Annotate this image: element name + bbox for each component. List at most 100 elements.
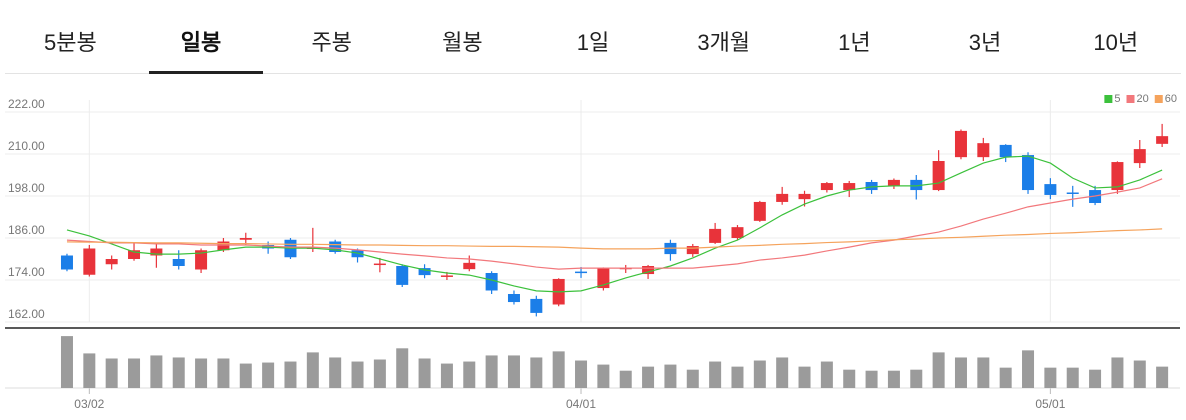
volume-bar [1089, 369, 1102, 388]
volume-bar [552, 351, 565, 388]
volume-bar [128, 358, 141, 388]
volume-bar [910, 369, 923, 388]
candle-body [798, 193, 811, 200]
candle-body [1066, 192, 1079, 194]
candle-body [373, 263, 386, 266]
volume-bar [284, 361, 297, 388]
candle-body [776, 193, 789, 202]
candle-body [1044, 184, 1057, 195]
candle-body [932, 161, 945, 191]
volume-bar [776, 357, 789, 388]
volume-bar [306, 352, 319, 388]
period-tab[interactable]: 1년 [838, 30, 871, 55]
ma-line [66, 178, 1163, 270]
period-tab[interactable]: 5분봉 [43, 30, 97, 55]
volume-bar [932, 352, 945, 388]
candle-body [530, 298, 543, 313]
candle-body [463, 262, 476, 270]
x-tick-label: 03/02 [74, 397, 104, 411]
candle-body [686, 246, 699, 255]
period-tab[interactable]: 월봉 [442, 30, 483, 55]
volume-bar [977, 357, 990, 388]
candle-body [999, 144, 1012, 158]
period-tab[interactable]: 1일 [576, 30, 610, 55]
volume-bar [887, 370, 900, 388]
volume-bar [329, 357, 342, 388]
period-tab[interactable]: 일봉 [136, 0, 267, 74]
candle-body [329, 241, 342, 252]
volume-bar [1111, 357, 1124, 388]
ma-line [66, 228, 1163, 250]
candle-body [642, 266, 655, 275]
candle-body [440, 275, 453, 277]
y-tick-label: 174.00 [8, 265, 45, 279]
volume-bar [1133, 360, 1146, 388]
candle-body [977, 143, 990, 158]
candle-body [128, 250, 141, 259]
x-tick-label: 05/01 [1035, 397, 1065, 411]
legend-label: 60 [1165, 93, 1177, 105]
candle-body [709, 228, 722, 243]
candle-body [195, 250, 208, 270]
volume-bar [150, 355, 163, 388]
volume-bar [351, 361, 364, 388]
volume-bar [999, 367, 1012, 388]
candle-body [843, 183, 856, 191]
period-tab[interactable]: 3년 [968, 30, 1002, 55]
volume-bar [440, 363, 453, 388]
candle-body [575, 271, 588, 274]
volume-bar [373, 359, 386, 388]
candle-body [239, 238, 252, 240]
volume-bar [105, 358, 118, 388]
candle-body [887, 179, 900, 186]
y-tick-label: 222.00 [8, 97, 45, 111]
volume-bar [60, 336, 73, 388]
volume-bar [954, 357, 967, 388]
candle-body [597, 268, 610, 289]
y-tick-label: 198.00 [8, 181, 45, 195]
volume-bar [507, 355, 520, 388]
volume-bar [575, 360, 588, 388]
period-tab[interactable]: 주봉 [311, 30, 352, 55]
period-tab[interactable]: 3개월 [697, 30, 751, 55]
candle-body [731, 227, 744, 238]
volume-bar [642, 366, 655, 388]
candle-body [83, 248, 96, 275]
y-tick-label: 162.00 [8, 307, 45, 321]
legend-swatch [1126, 95, 1135, 103]
y-tick-label: 186.00 [8, 223, 45, 237]
candle-body [820, 183, 833, 191]
candle-body [172, 259, 185, 266]
volume-bar [843, 369, 856, 388]
volume-bar [1156, 366, 1169, 388]
candle-body [1133, 149, 1146, 164]
candle-body [60, 255, 73, 270]
candle-body [1022, 155, 1035, 191]
volume-bar [396, 348, 409, 388]
volume-bar [418, 358, 431, 388]
period-tabs: 5분봉 일봉 주봉 월봉 1일 3개월 1년 3년 10년 [5, 0, 1181, 74]
legend-label: 5 [1114, 93, 1120, 105]
candle-body [865, 182, 878, 191]
legend-swatch [1104, 95, 1113, 103]
volume-bar [83, 353, 96, 388]
volume-bar [239, 363, 252, 388]
volume-bar [530, 357, 543, 388]
volume-bar [820, 361, 833, 388]
volume-bar [597, 364, 610, 388]
candle-body [105, 259, 118, 265]
period-tab[interactable]: 10년 [1093, 30, 1139, 55]
volume-bar [619, 370, 632, 388]
x-tick-label: 04/01 [566, 397, 596, 411]
volume-bar [731, 366, 744, 388]
volume-bar [1022, 350, 1035, 388]
volume-bar [1044, 367, 1057, 388]
volume-bar [753, 360, 766, 388]
volume-bar [798, 366, 811, 388]
volume-bar [686, 369, 699, 388]
candle-body [1111, 162, 1124, 191]
ma-line [66, 155, 1163, 293]
candle-body [954, 130, 967, 158]
